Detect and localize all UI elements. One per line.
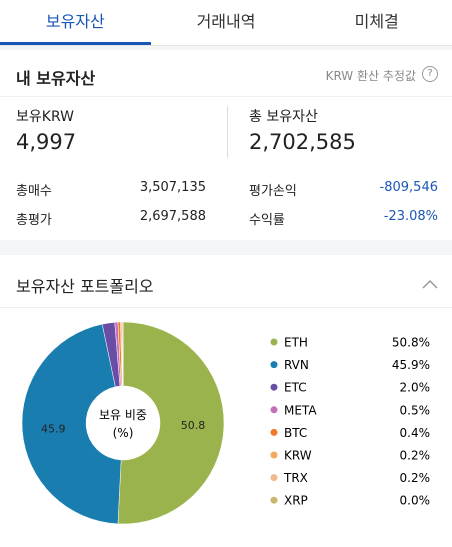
slice-label: 45.9 <box>41 422 66 435</box>
divider <box>227 106 228 158</box>
legend-dot <box>270 406 278 414</box>
legend-label: META <box>284 403 317 417</box>
legend-dot <box>270 496 278 504</box>
label: 평가손익 <box>249 184 297 199</box>
help-icon[interactable]: ? <box>422 66 438 82</box>
legend-dot <box>270 428 278 436</box>
tab[interactable]: 거래내역 <box>196 12 256 31</box>
value: 2,702,585 <box>249 130 356 154</box>
legend-value: 2.0% <box>400 381 431 395</box>
legend-dot <box>270 338 278 346</box>
tab-bar: 보유자산 거래내역 미체결 <box>0 0 452 46</box>
slice <box>117 321 225 525</box>
legend-dot <box>270 361 278 369</box>
legend-value: 0.2% <box>400 449 431 463</box>
legend-value: 0.2% <box>400 471 431 485</box>
legend-value: 0.0% <box>400 494 431 508</box>
note: KRW 환산 추정값 <box>325 69 416 83</box>
legend-label: RVN <box>284 358 309 372</box>
legend-value: 45.9% <box>392 358 430 372</box>
legend-label: BTC <box>284 426 307 440</box>
legend-label: KRW <box>284 449 312 463</box>
value: 2,697,588 <box>139 209 206 224</box>
tab[interactable]: 미체결 <box>354 12 399 31</box>
legend-dot <box>270 383 278 391</box>
center-label: (%) <box>113 426 134 440</box>
legend-value: 0.4% <box>400 426 431 440</box>
tab[interactable]: 보유자산 <box>0 0 151 45</box>
legend-dot <box>270 451 278 459</box>
legend-label: TRX <box>283 471 308 485</box>
value: -23.08% <box>383 209 438 224</box>
divider <box>0 307 452 308</box>
value: 3,507,135 <box>139 180 206 195</box>
legend-label: ETH <box>284 336 308 350</box>
value: -809,546 <box>379 180 438 195</box>
legend-value: 50.8% <box>392 336 430 350</box>
card-title: 내 보유자산 <box>16 69 96 88</box>
label: 총매수 <box>16 184 52 199</box>
center-label: 보유 비중 <box>99 408 147 422</box>
legend-dot <box>270 474 278 482</box>
label: 총평가 <box>16 213 52 228</box>
legend-label: ETC <box>284 381 307 395</box>
summary-card: 내 보유자산 KRW 환산 추정값 ? 보유KRW 4,997 총 보유자산 2… <box>0 50 452 240</box>
slice <box>21 323 122 525</box>
collapse-icon[interactable] <box>422 279 438 289</box>
legend-label: XRP <box>284 494 308 508</box>
card-title: 보유자산 포트폴리오 <box>16 277 154 296</box>
label: 수익률 <box>249 213 285 228</box>
chart: 50.8 ETH 50.8% 45.9 RVN 45.9% ETC 2.0% META 0.5% B… <box>21 321 431 525</box>
portfolio-card: 보유자산 포트폴리오 50.8 ETH 50.8% 45.9 RVN 45.9% ETC 2.… <box>0 255 452 547</box>
legend-value: 0.5% <box>400 403 431 417</box>
label: 총 보유자산 <box>249 109 318 125</box>
value: 4,997 <box>16 130 77 154</box>
divider <box>0 96 452 97</box>
slice-label: 50.8 <box>181 419 206 432</box>
label: 보유KRW <box>16 109 74 125</box>
